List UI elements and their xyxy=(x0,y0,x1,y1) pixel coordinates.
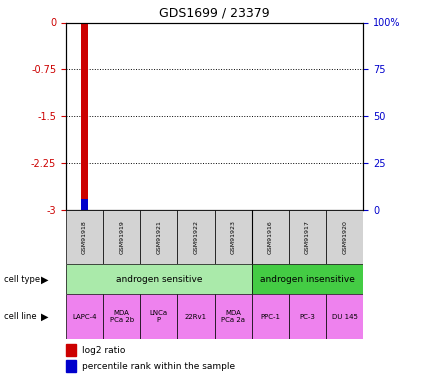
Text: log2 ratio: log2 ratio xyxy=(82,346,126,355)
Bar xyxy=(215,294,252,339)
Bar xyxy=(252,210,289,264)
Text: PC-3: PC-3 xyxy=(300,314,315,320)
Text: GSM91918: GSM91918 xyxy=(82,220,87,254)
Bar xyxy=(252,294,289,339)
Bar xyxy=(215,210,252,264)
Text: androgen sensitive: androgen sensitive xyxy=(116,275,202,284)
Text: ▶: ▶ xyxy=(41,312,48,322)
Text: LAPC-4: LAPC-4 xyxy=(72,314,97,320)
Text: LNCa
P: LNCa P xyxy=(150,310,168,323)
Bar xyxy=(178,294,215,339)
Text: percentile rank within the sample: percentile rank within the sample xyxy=(82,362,235,370)
Text: GSM91922: GSM91922 xyxy=(193,220,198,254)
Bar xyxy=(178,210,215,264)
Text: androgen insensitive: androgen insensitive xyxy=(260,275,355,284)
Text: MDA
PCa 2b: MDA PCa 2b xyxy=(110,310,134,323)
Bar xyxy=(103,294,140,339)
Bar xyxy=(81,199,88,210)
Bar xyxy=(103,210,140,264)
Text: PPC-1: PPC-1 xyxy=(261,314,280,320)
Text: GSM91921: GSM91921 xyxy=(156,220,162,254)
Bar xyxy=(66,344,76,355)
Bar xyxy=(289,294,326,339)
Text: cell line: cell line xyxy=(4,312,37,321)
Text: GSM91919: GSM91919 xyxy=(119,220,124,254)
Bar xyxy=(66,360,76,372)
Text: GSM91916: GSM91916 xyxy=(268,220,273,254)
Text: DU 145: DU 145 xyxy=(332,314,358,320)
Text: GSM91917: GSM91917 xyxy=(305,220,310,254)
Bar xyxy=(81,22,88,207)
Text: GSM91920: GSM91920 xyxy=(342,220,347,254)
Bar xyxy=(66,264,252,294)
Bar xyxy=(140,210,178,264)
Text: cell type: cell type xyxy=(4,275,40,284)
Text: GSM91923: GSM91923 xyxy=(231,220,236,254)
Bar xyxy=(140,294,178,339)
Bar xyxy=(66,294,103,339)
Text: ▶: ▶ xyxy=(41,274,48,284)
Bar xyxy=(326,210,363,264)
Text: MDA
PCa 2a: MDA PCa 2a xyxy=(221,310,245,323)
Text: 22Rv1: 22Rv1 xyxy=(185,314,207,320)
Bar xyxy=(289,210,326,264)
Bar xyxy=(326,294,363,339)
Bar xyxy=(252,264,363,294)
Title: GDS1699 / 23379: GDS1699 / 23379 xyxy=(159,7,270,20)
Bar xyxy=(66,210,103,264)
